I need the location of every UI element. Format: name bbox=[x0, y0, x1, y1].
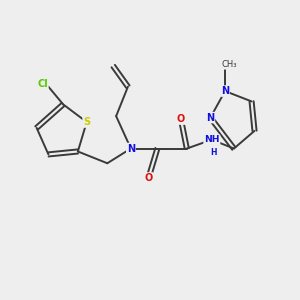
Text: S: S bbox=[83, 117, 90, 127]
Text: NH: NH bbox=[204, 135, 220, 144]
Text: O: O bbox=[144, 173, 153, 183]
Text: CH₃: CH₃ bbox=[222, 60, 237, 69]
Text: H: H bbox=[210, 148, 217, 157]
Text: O: O bbox=[177, 114, 185, 124]
Text: Cl: Cl bbox=[37, 79, 48, 89]
Text: N: N bbox=[221, 86, 229, 96]
Text: N: N bbox=[206, 112, 214, 123]
Text: N: N bbox=[127, 143, 135, 154]
